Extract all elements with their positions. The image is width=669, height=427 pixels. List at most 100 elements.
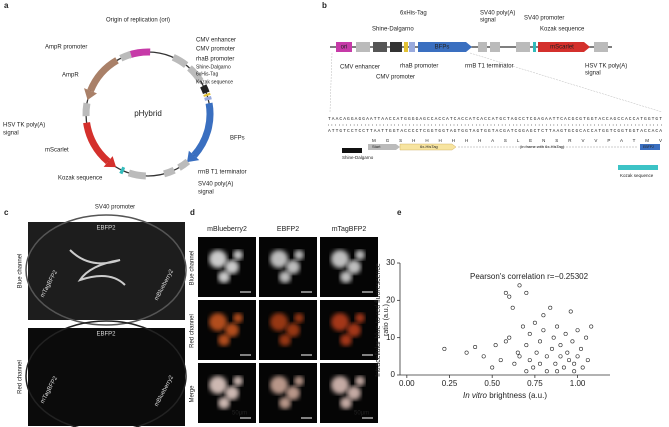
label: Shine-Dalgarno bbox=[342, 155, 374, 160]
point bbox=[549, 346, 554, 351]
column-label: EBFP2 bbox=[277, 226, 299, 233]
point bbox=[507, 335, 512, 340]
point bbox=[524, 369, 529, 374]
annotation: Pearson's correlation r=−0.25302 bbox=[470, 272, 589, 281]
arrowhead bbox=[84, 88, 98, 101]
feature-label: signal bbox=[585, 71, 601, 77]
cell bbox=[225, 386, 239, 400]
panel-letter: c bbox=[4, 208, 9, 217]
cell bbox=[218, 397, 230, 409]
point bbox=[520, 324, 525, 329]
rhab bbox=[200, 84, 210, 95]
rrnb bbox=[177, 158, 191, 171]
point bbox=[507, 294, 512, 299]
point bbox=[548, 305, 553, 310]
label: Kozak sequence bbox=[620, 173, 654, 178]
zoom bbox=[329, 52, 333, 113]
point bbox=[580, 365, 585, 370]
zoom bbox=[469, 52, 663, 113]
label: EBFP2 bbox=[643, 145, 654, 149]
x-tick-label: 1.00 bbox=[570, 379, 586, 388]
cell bbox=[286, 386, 300, 400]
cell bbox=[233, 250, 243, 260]
feature-label: HSV TK poly(A) bbox=[585, 64, 627, 70]
point bbox=[527, 358, 532, 363]
bfps bbox=[418, 42, 472, 52]
kozak bbox=[618, 165, 658, 170]
sv40pa bbox=[490, 42, 500, 52]
cell bbox=[347, 323, 361, 337]
label: BFPs bbox=[230, 136, 245, 142]
panel-letter: a bbox=[4, 1, 9, 10]
cell bbox=[218, 271, 230, 283]
feature-label: Shine-Dalgarno bbox=[372, 27, 414, 33]
sequence: ATTGTCCTCCTTAATTGGTACCCCTCGGTGGTAGTGGTAG… bbox=[328, 128, 662, 134]
point bbox=[524, 343, 529, 348]
point bbox=[473, 344, 478, 349]
point bbox=[567, 358, 572, 363]
cell bbox=[294, 250, 304, 260]
cell bbox=[279, 397, 291, 409]
x-tick-label: 0.00 bbox=[399, 379, 415, 388]
cell bbox=[233, 376, 243, 386]
point bbox=[517, 283, 522, 288]
ampr-promoter bbox=[119, 51, 132, 62]
his bbox=[409, 42, 415, 52]
cell bbox=[233, 313, 243, 323]
cmv bbox=[373, 42, 387, 52]
label: CMV promoter bbox=[196, 47, 235, 53]
label: HSV TK poly(A) bbox=[3, 123, 45, 129]
point bbox=[503, 339, 508, 344]
point bbox=[532, 320, 537, 325]
point bbox=[510, 305, 515, 310]
cell bbox=[225, 323, 239, 337]
x-tick-label: 0.75 bbox=[527, 379, 543, 388]
feature-label: rrnB T1 terminator bbox=[465, 64, 514, 70]
point bbox=[544, 369, 549, 374]
label: SV40 promoter bbox=[95, 205, 135, 211]
plasmid-name: pHybrid bbox=[134, 109, 162, 118]
sv40p bbox=[516, 42, 530, 52]
label: Kozak sequence bbox=[196, 79, 233, 85]
label: Start bbox=[372, 144, 381, 149]
point bbox=[541, 328, 546, 333]
feature-label: SV40 promoter bbox=[524, 16, 564, 22]
point bbox=[553, 361, 558, 366]
x-axis-label: In vitro brightness (a.u.) bbox=[463, 391, 547, 400]
point bbox=[563, 331, 568, 336]
label: 6xHis-Tag bbox=[196, 71, 218, 77]
row-label: Red channel bbox=[18, 360, 24, 394]
feature-label: signal bbox=[480, 18, 496, 24]
y-axis-label: Intracellular blue-to-red fluorescence bbox=[375, 263, 382, 377]
x-axis-label-italic: In vitro bbox=[463, 391, 488, 400]
point bbox=[584, 335, 589, 340]
hsv bbox=[82, 102, 91, 117]
cell bbox=[331, 376, 349, 394]
mscarlet bbox=[83, 122, 111, 165]
cell bbox=[209, 376, 227, 394]
sd bbox=[203, 92, 211, 97]
label: ori bbox=[341, 45, 348, 51]
feature-label: CMV promoter bbox=[376, 75, 415, 81]
label: AmpR promoter bbox=[45, 45, 87, 51]
cell bbox=[270, 313, 288, 331]
arrowhead bbox=[187, 150, 200, 163]
feature-label: 6xHis-Tag bbox=[400, 11, 427, 17]
sd-box bbox=[342, 148, 362, 153]
cmv-enhancer bbox=[171, 54, 189, 68]
label: Kozak sequence bbox=[58, 176, 103, 182]
point bbox=[572, 361, 577, 366]
cell bbox=[294, 376, 304, 386]
point bbox=[517, 354, 522, 359]
cell bbox=[355, 250, 365, 260]
point bbox=[589, 324, 594, 329]
point bbox=[490, 365, 495, 370]
cell bbox=[340, 397, 352, 409]
scale-label: 50μm bbox=[232, 411, 247, 417]
ampr bbox=[87, 57, 119, 93]
label: BFPs bbox=[435, 45, 450, 51]
point bbox=[534, 350, 539, 355]
label: mScarlet bbox=[550, 45, 574, 51]
cell bbox=[218, 334, 230, 346]
